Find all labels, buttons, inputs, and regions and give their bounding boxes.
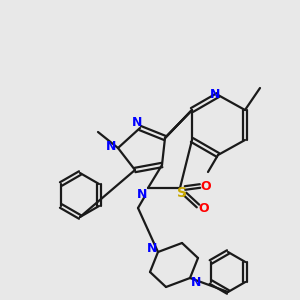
Text: N: N bbox=[191, 275, 201, 289]
Text: N: N bbox=[147, 242, 157, 254]
Text: N: N bbox=[132, 116, 142, 128]
Text: O: O bbox=[201, 179, 211, 193]
Text: N: N bbox=[210, 88, 220, 100]
Text: N: N bbox=[106, 140, 116, 154]
Text: O: O bbox=[199, 202, 209, 214]
Text: N: N bbox=[137, 188, 147, 200]
Text: S: S bbox=[177, 186, 187, 200]
